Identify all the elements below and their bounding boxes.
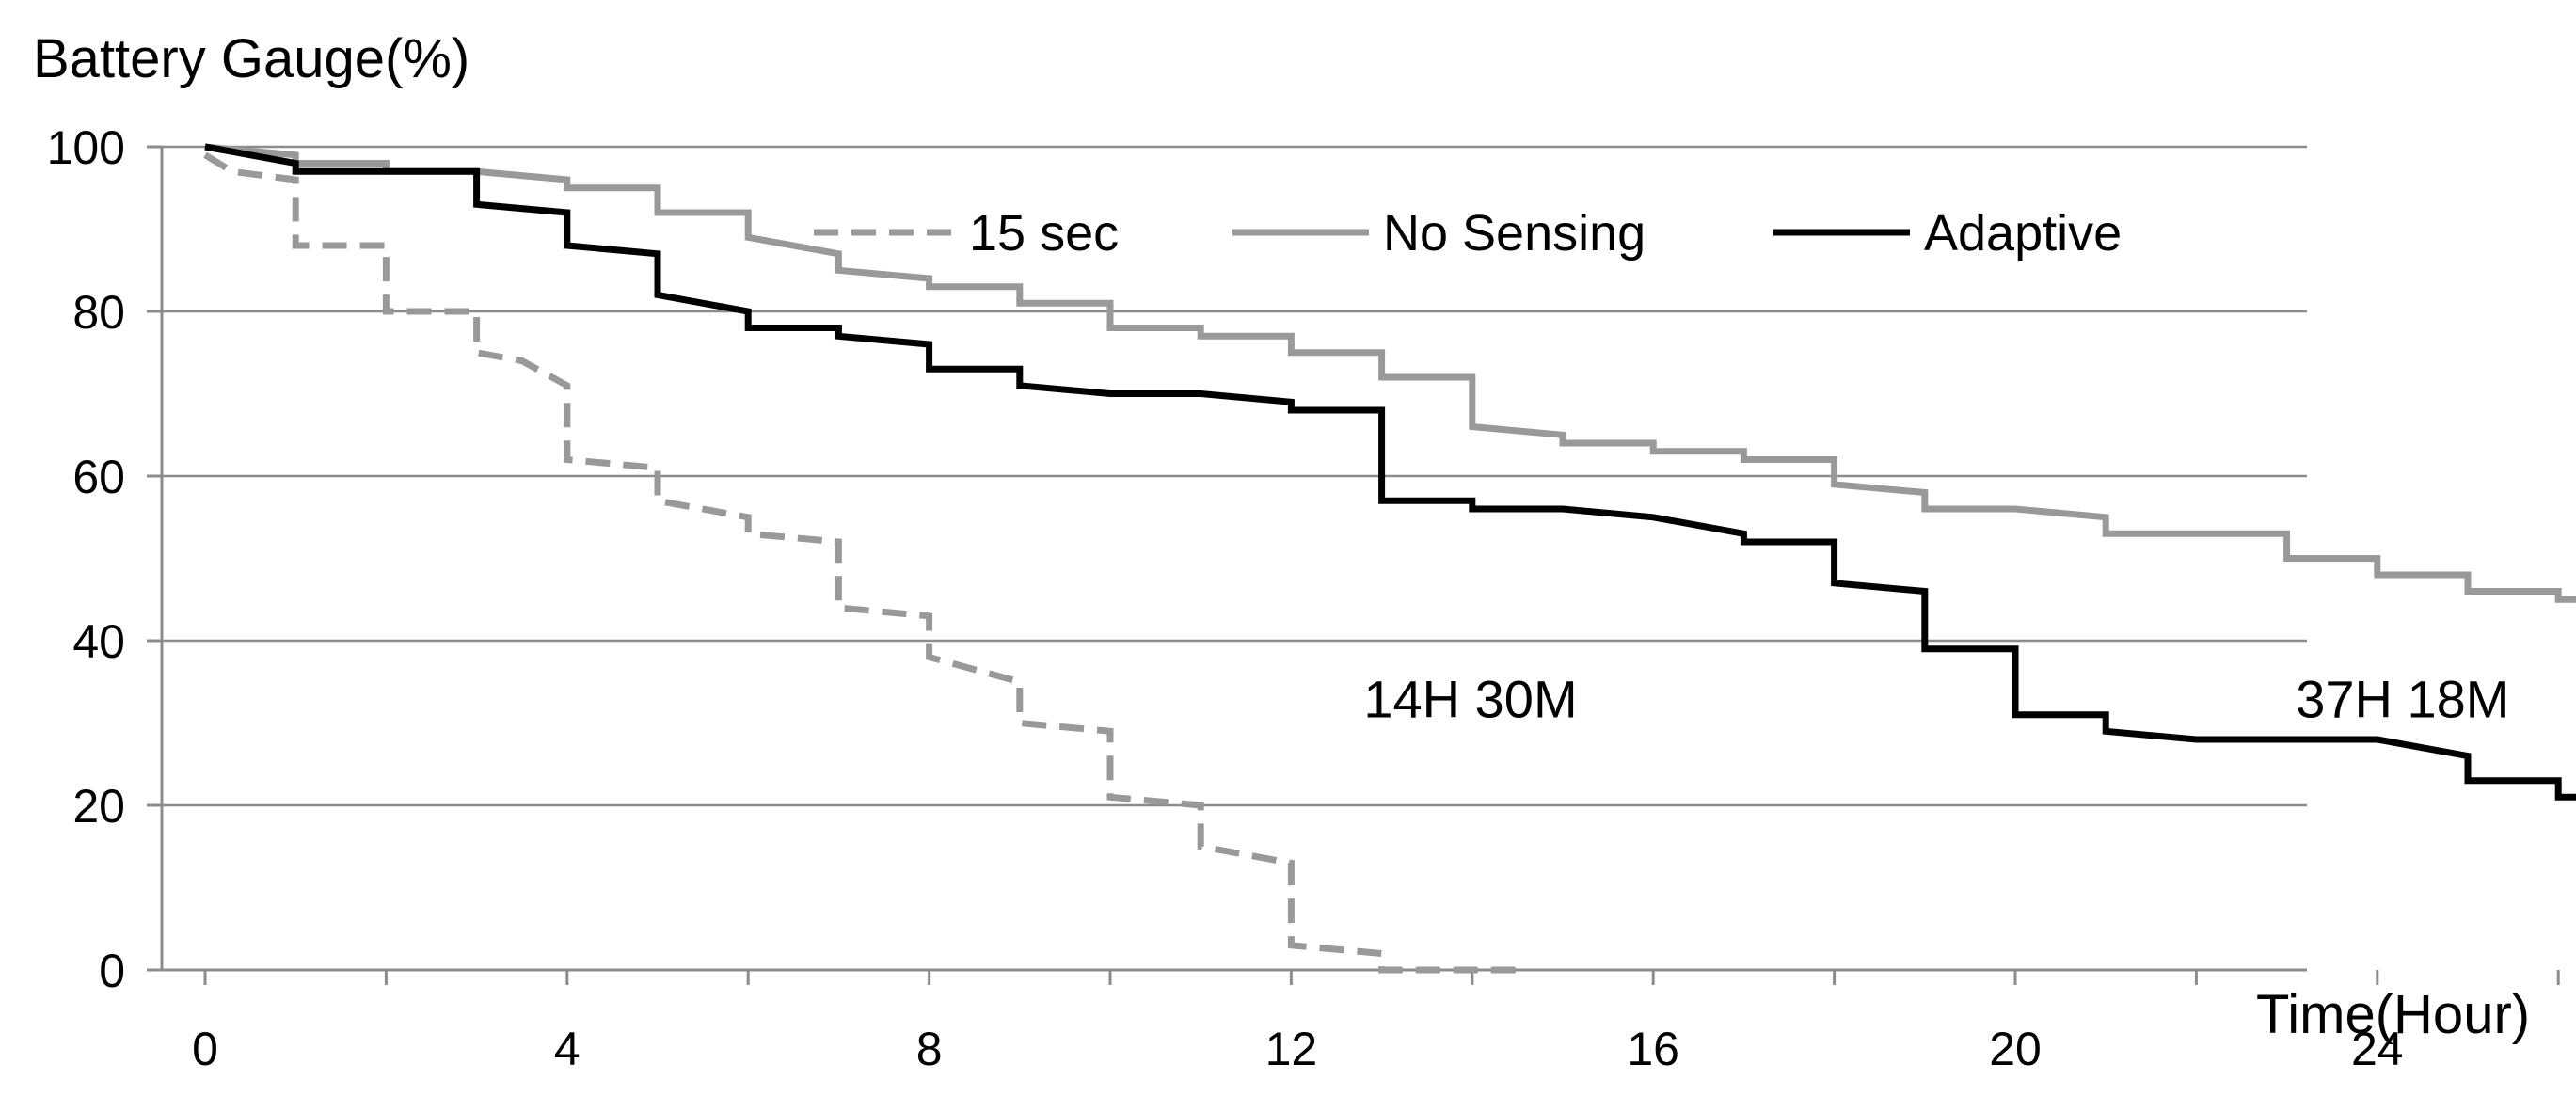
legend: 15 sec No Sensing Adaptive [814, 205, 2122, 262]
y-tick-label: 0 [99, 945, 125, 997]
y-axis-title: Battery Gauge(%) [33, 28, 469, 89]
legend-label: No Sensing [1383, 205, 1646, 262]
y-tick-label: 60 [72, 451, 125, 503]
legend-label: 15 sec [969, 205, 1119, 262]
tick-labels: 020406080100048121620242832364044 [47, 121, 2404, 1075]
grid-lines [162, 145, 2307, 807]
y-tick-label: 80 [72, 286, 125, 339]
legend-label: Adaptive [1924, 205, 2122, 262]
x-tick-label: 12 [1265, 1023, 1318, 1075]
x-tick-label: 8 [916, 1023, 943, 1075]
x-tick-label: 24 [2351, 1023, 2404, 1075]
duration-annotation: 37H 18M [2296, 669, 2509, 728]
x-tick-label: 20 [1989, 1023, 2042, 1075]
series-line-adaptive [204, 143, 2576, 801]
series-lines [203, 143, 2576, 974]
x-axis-title: Time(Hour) [2256, 984, 2530, 1045]
x-tick-label: 4 [554, 1023, 580, 1075]
x-tick-label: 16 [1627, 1023, 1679, 1075]
axes [147, 145, 2560, 985]
y-tick-label: 40 [72, 615, 125, 668]
duration-annotation: 14H 30M [1363, 669, 1577, 728]
x-tick-label: 0 [192, 1023, 218, 1075]
series-line-no-sensing [204, 143, 2576, 603]
series-line-15-sec [203, 151, 1518, 974]
y-tick-label: 100 [47, 121, 125, 174]
y-tick-label: 20 [72, 780, 125, 833]
